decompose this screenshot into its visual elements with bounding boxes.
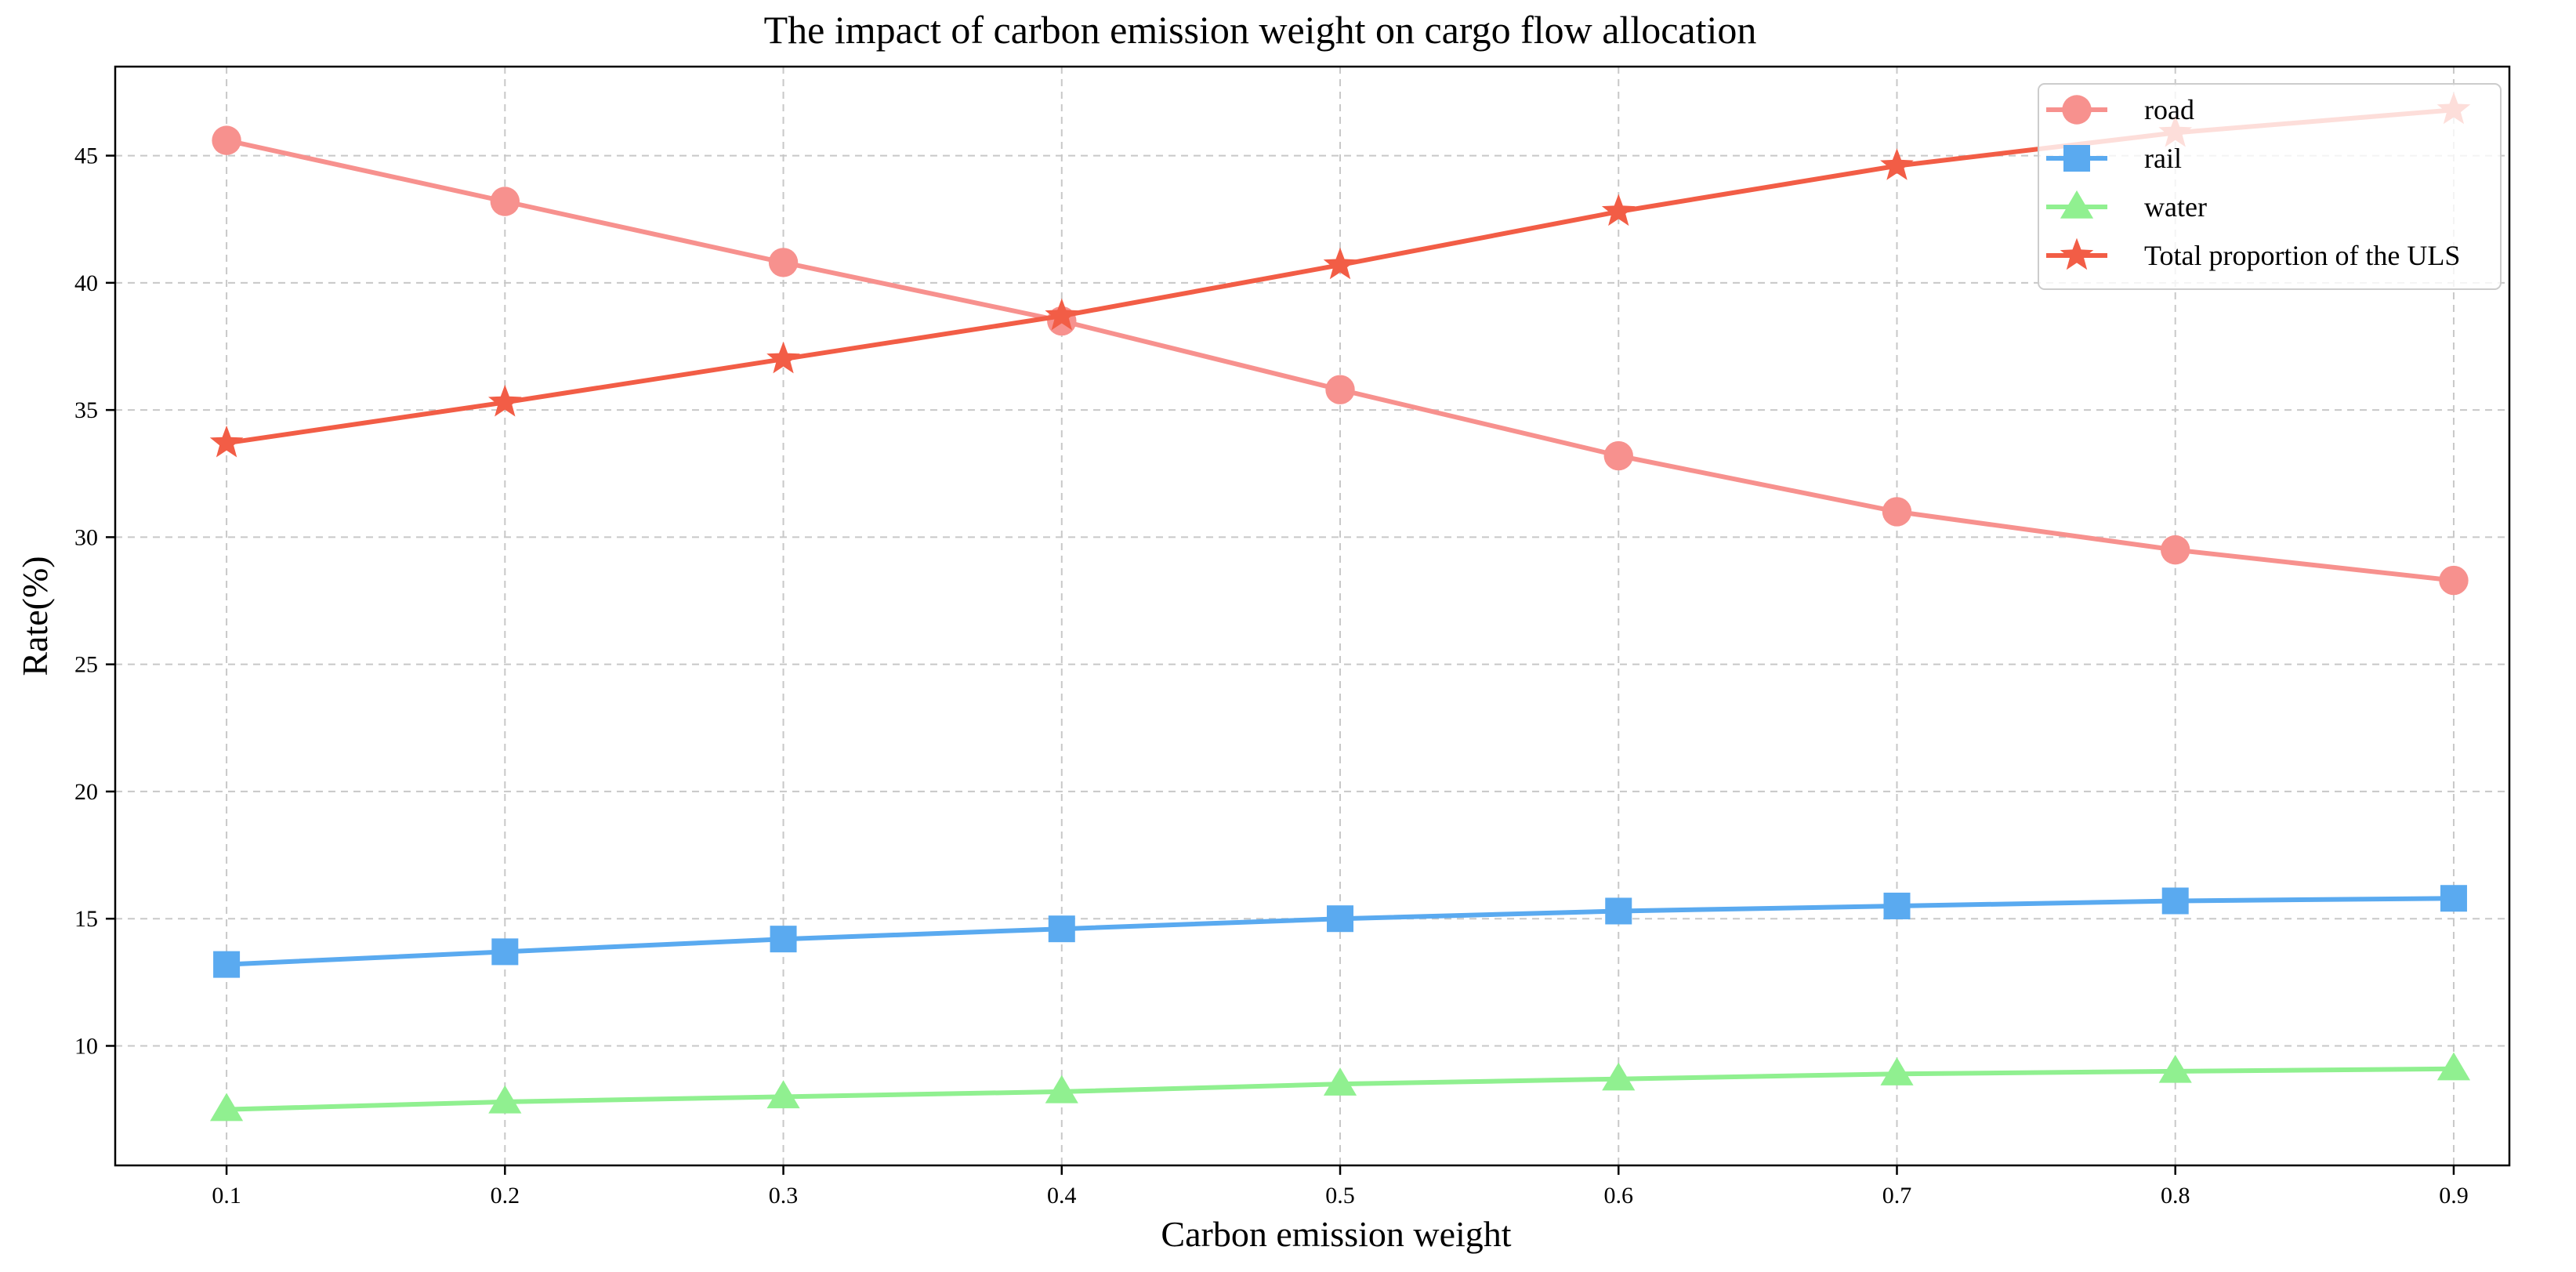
- series-water-marker-2: [766, 1080, 800, 1109]
- series-water-marker-0: [210, 1093, 244, 1122]
- series-total-proportion-of-the-uls-marker-4: [1323, 247, 1357, 280]
- series-water-marker-7: [2158, 1054, 2192, 1083]
- x-tick-label: 0.4: [1047, 1183, 1077, 1209]
- y-axis-ticks: 10 15 20 25 30 35 40 45: [74, 143, 115, 1059]
- x-tick-label: 0.6: [1604, 1183, 1634, 1209]
- y-tick-label: 20: [74, 779, 98, 805]
- legend-label: water: [2144, 191, 2207, 223]
- legend-label: rail: [2144, 143, 2182, 174]
- x-tick-label: 0.9: [2439, 1183, 2469, 1209]
- legend-label: Total proportion of the ULS: [2144, 240, 2460, 271]
- series-road: [212, 125, 2469, 596]
- series-water-marker-6: [1880, 1057, 1914, 1085]
- series-road-marker-0: [212, 125, 241, 155]
- chart-title: The impact of carbon emission weight on …: [764, 8, 1757, 52]
- x-tick-label: 0.2: [491, 1183, 520, 1209]
- series-rail-marker-7: [2161, 887, 2189, 915]
- series-rail-marker-4: [1327, 905, 1354, 933]
- legend-total-proportion-of-the-uls-marker: [2060, 237, 2094, 270]
- series-rail-marker-0: [213, 951, 241, 978]
- series-total-proportion-of-the-uls-marker-3: [1045, 298, 1079, 331]
- series-rail-marker-8: [2440, 885, 2467, 912]
- series-total-proportion-of-the-uls-marker-6: [1880, 148, 1914, 180]
- series-total-proportion-of-the-uls-marker-2: [766, 341, 800, 374]
- series-total-proportion-of-the-uls-marker-1: [488, 384, 522, 417]
- legend-item-road: road: [2046, 94, 2194, 125]
- x-tick-label: 0.1: [212, 1183, 241, 1209]
- series-water: [210, 1052, 2471, 1122]
- series-rail-marker-1: [491, 938, 519, 966]
- series-road-marker-2: [768, 248, 799, 277]
- x-axis-ticks: 0.1 0.2 0.3 0.4 0.5 0.6 0.7 0.8 0.9: [212, 1165, 2469, 1209]
- legend-rail-marker: [2063, 145, 2090, 172]
- y-tick-label: 15: [74, 906, 98, 932]
- x-tick-label: 0.3: [769, 1183, 799, 1209]
- legend-water-marker: [2060, 190, 2094, 219]
- legend-item-water: water: [2046, 190, 2207, 223]
- legend-road-marker: [2062, 95, 2092, 125]
- series-rail-marker-3: [1048, 915, 1075, 943]
- series-road-marker-6: [1882, 497, 1912, 527]
- series-water-marker-5: [1602, 1062, 1636, 1091]
- y-tick-label: 40: [74, 270, 98, 296]
- y-tick-label: 25: [74, 652, 98, 678]
- series-rail-marker-2: [770, 926, 797, 953]
- series-road-marker-5: [1603, 440, 1633, 471]
- x-tick-label: 0.5: [1325, 1183, 1355, 1209]
- legend-item-rail: rail: [2046, 143, 2182, 174]
- legend-frame: [2038, 83, 2502, 290]
- grid-lines: [115, 67, 2509, 1165]
- x-tick-label: 0.7: [1882, 1183, 1912, 1209]
- y-tick-label: 10: [74, 1033, 98, 1059]
- y-tick-label: 45: [74, 143, 98, 169]
- series-road-marker-4: [1325, 375, 1355, 404]
- series-water-marker-3: [1045, 1074, 1078, 1103]
- series-rail-marker-5: [1605, 897, 1632, 925]
- series-water-marker-8: [2437, 1052, 2471, 1081]
- legend: road rail water Total proportion of the ULS: [2038, 83, 2502, 290]
- series-total-proportion-of-the-uls-marker-0: [209, 425, 244, 458]
- y-axis-label: Rate(%): [15, 556, 55, 676]
- series-total-proportion-of-the-uls-marker-5: [1601, 194, 1636, 226]
- legend-item-total-proportion-of-the-uls: Total proportion of the ULS: [2046, 237, 2460, 271]
- series-road-marker-7: [2161, 535, 2190, 565]
- legend-label: road: [2144, 94, 2194, 125]
- series-water-marker-4: [1323, 1067, 1357, 1096]
- x-axis-label: Carbon emission weight: [1161, 1214, 1511, 1254]
- plot-frame: [114, 65, 2511, 1167]
- series-rail-marker-6: [1883, 892, 1911, 919]
- series-road-marker-8: [2439, 565, 2469, 596]
- y-tick-label: 35: [74, 397, 98, 423]
- y-tick-label: 30: [74, 524, 98, 550]
- series-rail: [213, 885, 2467, 978]
- series-water-marker-1: [488, 1085, 522, 1114]
- series-road-marker-1: [490, 187, 520, 216]
- x-tick-label: 0.8: [2161, 1183, 2190, 1209]
